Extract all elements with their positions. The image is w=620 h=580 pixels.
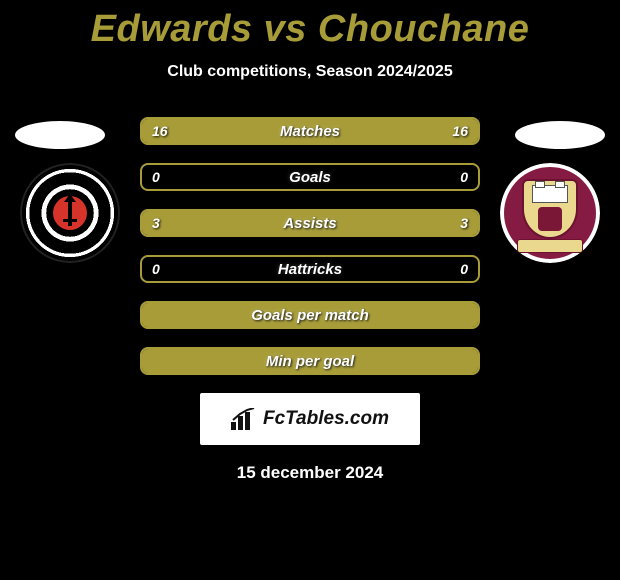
stat-bars-container: 1616Matches00Goals33Assists00HattricksGo… [140, 103, 480, 375]
club-badge-right [500, 163, 600, 263]
stat-bar: 1616Matches [140, 117, 480, 145]
fctables-logo-text: FcTables.com [263, 408, 389, 430]
charlton-badge-icon [20, 163, 120, 263]
stat-bar: 0 0Goals [140, 163, 480, 191]
right-ellipse-decoration [515, 121, 605, 149]
stat-bar: Min per goal [140, 347, 480, 375]
stat-label: Hattricks [142, 257, 478, 281]
club-badge-left [20, 163, 120, 263]
stat-fill-left [142, 349, 478, 373]
left-ellipse-decoration [15, 121, 105, 149]
stat-fill-left [142, 119, 310, 143]
fctables-logo: FcTables.com [200, 393, 420, 445]
season-subtitle: Club competitions, Season 2024/2025 [0, 63, 620, 81]
comparison-content: 1616Matches00Goals33Assists00HattricksGo… [0, 103, 620, 483]
stat-fill-right [310, 211, 478, 235]
stat-value-left: 0 [142, 257, 170, 281]
stat-value-right: 0 [450, 165, 478, 189]
stat-value-left: 0 [142, 165, 170, 189]
northampton-badge-icon [500, 163, 600, 263]
stat-bar: Goals per match [140, 301, 480, 329]
chart-icon [231, 408, 257, 430]
stat-label: Goals [142, 165, 478, 189]
page-title: Edwards vs Chouchane [0, 0, 620, 51]
stat-fill-left [142, 211, 310, 235]
stat-value-right: 0 [450, 257, 478, 281]
stat-bar: 33Assists [140, 209, 480, 237]
stat-fill-right [310, 119, 478, 143]
comparison-date: 15 december 2024 [0, 463, 620, 483]
stat-fill-left [142, 303, 478, 327]
stat-bar: 0 0Hattricks [140, 255, 480, 283]
